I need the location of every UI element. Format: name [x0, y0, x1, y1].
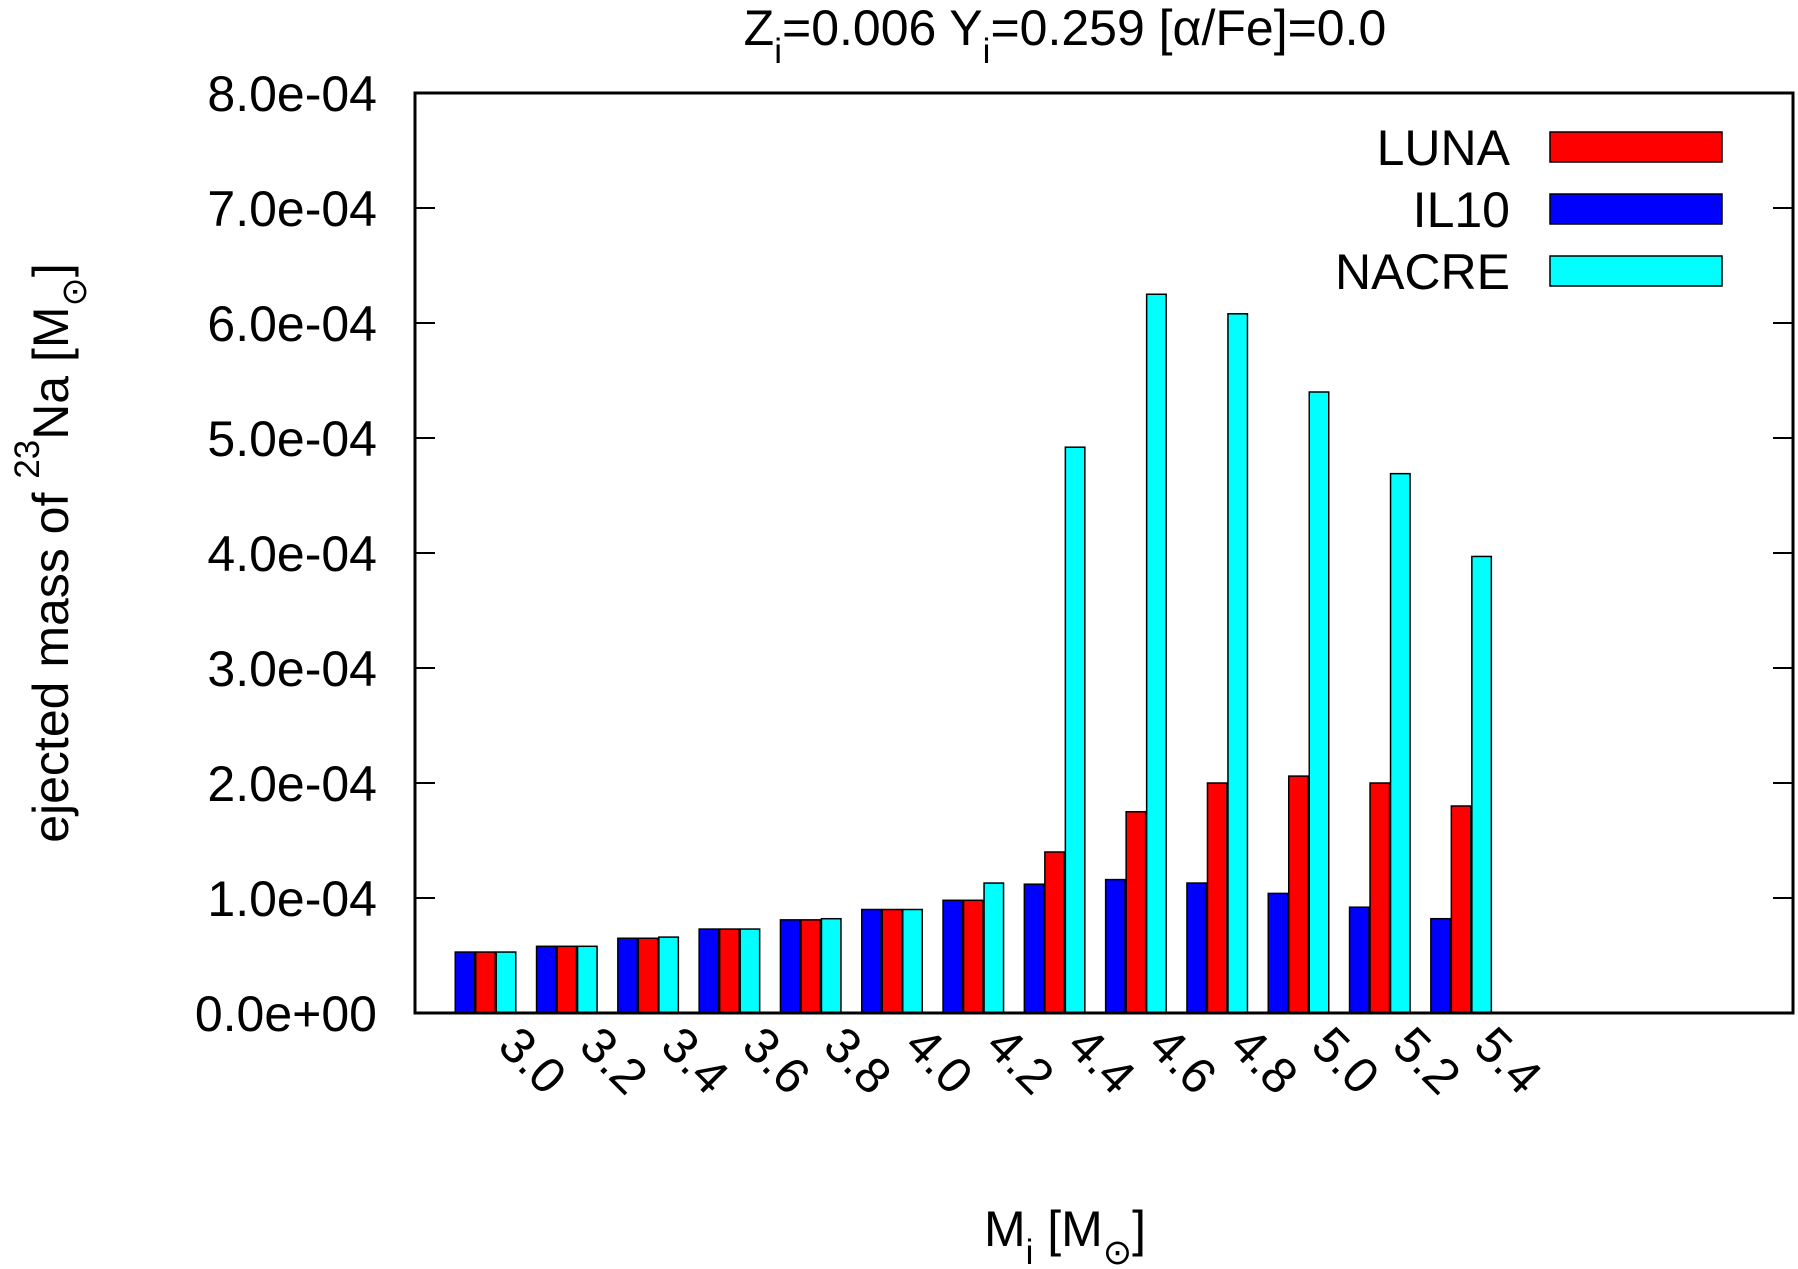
bar-il10-3.6: [698, 928, 720, 1014]
bar-nacre-3.8: [820, 917, 842, 1014]
bar-il10-4.0: [861, 908, 882, 1014]
bar-nacre-3.0: [495, 951, 517, 1014]
bar-nacre-4.8: [1227, 313, 1249, 1014]
x-tick-label: 4.0: [895, 1016, 984, 1105]
y-tick-label: 7.0e-04: [207, 181, 377, 237]
x-tick-label: 5.4: [1464, 1016, 1553, 1105]
x-tick-label: 3.2: [570, 1016, 659, 1105]
x-tick-label: 3.8: [813, 1016, 902, 1105]
x-tick-label: 4.4: [1057, 1016, 1146, 1105]
chart-title: Zi​=0.006 Yi​=0.259 [α/Fe]=0.0: [744, 0, 1387, 71]
y-axis: 0.0e+00 1.0e-04 2.0e-04 3.0e-04 4.0e-04 5.0e-…: [195, 66, 1793, 1042]
legend-swatch-luna: [1549, 131, 1723, 163]
y-tick-label: 8.0e-04: [207, 66, 377, 122]
bar-nacre-3.2: [576, 945, 598, 1014]
x-tick-label: 4.2: [976, 1016, 1065, 1105]
bar-nacre-5.2: [1389, 472, 1411, 1014]
bar-luna-5.2: [1369, 782, 1391, 1014]
bar-luna-3.6: [718, 928, 740, 1014]
y-tick-label: 5.0e-04: [207, 411, 377, 467]
bar-il10-4.4: [1023, 883, 1045, 1014]
bar-il10-3.8: [779, 919, 801, 1014]
bar-nacre-5.0: [1308, 391, 1330, 1014]
legend-swatch-il10: [1549, 193, 1723, 225]
bar-luna-4.2: [962, 899, 984, 1014]
plot-frame: [413, 91, 1795, 1015]
bar-nacre-3.4: [658, 936, 680, 1014]
y-tick-label: 0.0e+00: [195, 986, 377, 1042]
y-tick-label: 3.0e-04: [207, 641, 377, 697]
bar-il10-3.0: [454, 951, 476, 1014]
bar-nacre-4.6: [1145, 293, 1167, 1014]
legend-label-nacre: NACRE: [1335, 244, 1510, 300]
bar-luna-5.0: [1288, 775, 1309, 1014]
bar-il10-3.2: [535, 945, 557, 1014]
bar-luna-3.4: [637, 937, 659, 1014]
x-tick-label: 5.2: [1383, 1016, 1472, 1105]
bar-nacre-4.0: [902, 908, 923, 1014]
y-tick-label: 2.0e-04: [207, 756, 377, 812]
bar-luna-5.4: [1450, 805, 1472, 1014]
bar-nacre-4.2: [983, 882, 1005, 1014]
bar-il10-3.4: [617, 937, 639, 1014]
legend: LUNA IL10 NACRE: [1335, 120, 1723, 300]
y-axis-label: ejected mass of 23​Na [M⊙​]: [8, 263, 94, 843]
x-tick-label: 4.6: [1139, 1016, 1228, 1105]
bar-il10-5.2: [1348, 906, 1370, 1014]
bar-nacre-3.6: [739, 928, 761, 1014]
y-tick-label: 6.0e-04: [207, 296, 377, 352]
x-tick-label: 3.0: [488, 1016, 577, 1105]
x-tick-label: 3.6: [732, 1016, 821, 1105]
x-tick-label: 4.8: [1220, 1016, 1309, 1105]
bar-luna-4.0: [881, 908, 903, 1014]
legend-label-il10: IL10: [1413, 182, 1510, 238]
y-tick-label: 4.0e-04: [207, 526, 377, 582]
bar-nacre-5.4: [1471, 555, 1493, 1014]
bar-luna-4.4: [1044, 851, 1066, 1014]
x-tick-label: 5.0: [1301, 1016, 1390, 1105]
bar-luna-3.2: [556, 945, 578, 1014]
legend-swatch-nacre: [1549, 255, 1723, 287]
legend-label-luna: LUNA: [1377, 120, 1511, 176]
bar-nacre-4.4: [1064, 446, 1086, 1014]
x-tick-label: 3.4: [651, 1016, 740, 1105]
x-axis-label: Mi​ [M⊙​]: [984, 1201, 1146, 1269]
bar-il10-4.2: [942, 899, 964, 1014]
bar-luna-3.8: [800, 919, 822, 1014]
bars: [454, 293, 1493, 1014]
bar-il10-5.4: [1430, 917, 1452, 1014]
bar-il10-5.0: [1267, 892, 1289, 1014]
bar-luna-3.0: [475, 951, 496, 1014]
y-tick-label: 1.0e-04: [207, 871, 377, 927]
bar-il10-4.8: [1186, 882, 1208, 1014]
bar-luna-4.6: [1125, 811, 1147, 1014]
bar-luna-4.8: [1206, 782, 1228, 1014]
bar-il10-4.6: [1104, 878, 1126, 1014]
